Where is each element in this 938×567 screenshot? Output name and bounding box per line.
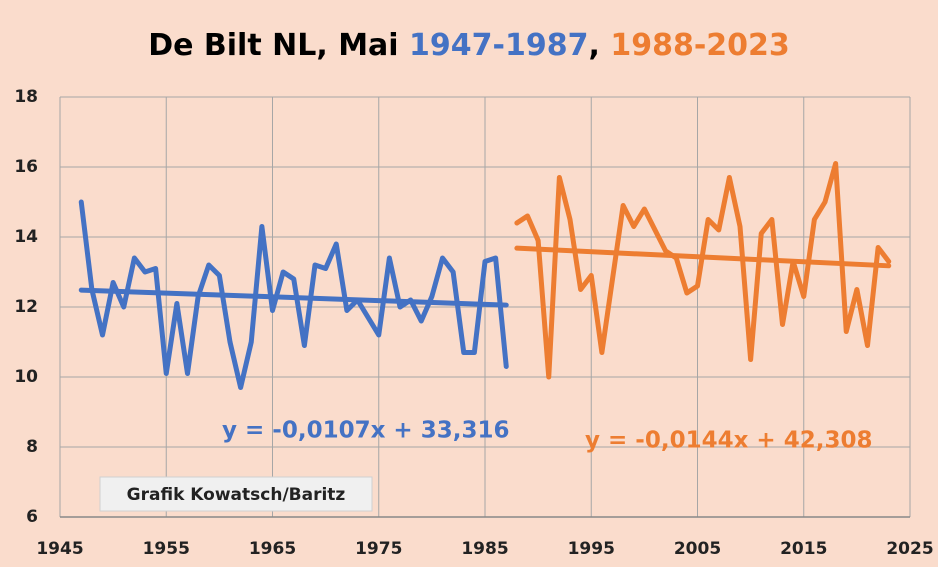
y-tick-label: 6 [26,507,38,527]
chart-title: De Bilt NL, Mai 1947-1987, 1988-2023 [148,28,790,63]
x-tick-label: 2005 [674,539,721,559]
trend-line [78,287,509,308]
x-tick-label: 2015 [780,539,827,559]
x-tick-label: 1995 [568,539,615,559]
title-part: , [588,28,610,63]
x-tick-label: 1985 [461,539,508,559]
y-tick-label: 12 [14,297,38,317]
x-tick-label: 1975 [355,539,402,559]
y-tick-label: 10 [14,367,38,387]
trend-equation: y = -0,0144x + 42,308 [585,428,872,454]
note-box [99,476,373,512]
y-tick-label: 16 [14,157,38,177]
y-tick-label: 18 [14,87,38,107]
data-line [514,161,892,380]
title-part: De Bilt NL, Mai [148,28,409,63]
y-tick-label: 14 [14,227,38,247]
trend-line [514,245,892,269]
title-part: 1947-1987 [409,28,588,63]
x-tick-label: 1945 [36,539,83,559]
trend-equation: y = -0,0107x + 33,316 [222,418,509,444]
x-tick-label: 1955 [143,539,190,559]
title-part: 1988-2023 [610,28,789,63]
note: Grafik Kowatsch/Baritz [127,485,346,505]
x-tick-label: 1965 [249,539,296,559]
data-line [78,199,509,390]
x-tick-label: 2025 [886,539,933,559]
y-tick-label: 8 [26,437,38,457]
